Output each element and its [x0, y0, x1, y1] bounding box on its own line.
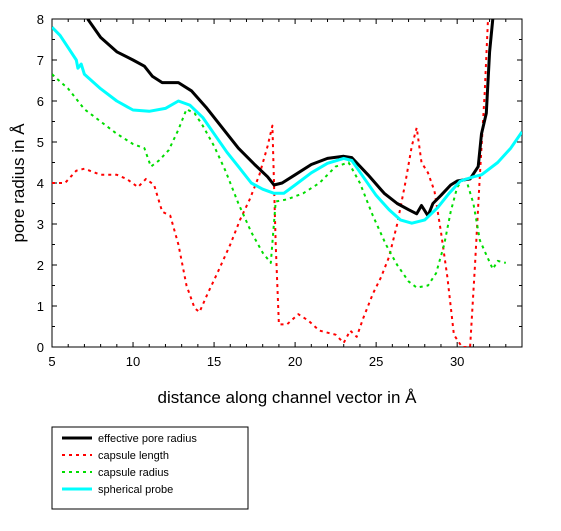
legend-label: effective pore radius	[98, 433, 197, 445]
y-tick-label: 8	[37, 12, 44, 27]
legend-label: capsule radius	[98, 467, 169, 479]
y-tick-label: 3	[37, 217, 44, 232]
y-tick-label: 6	[37, 94, 44, 109]
series-layer	[52, 19, 522, 347]
x-tick-label: 25	[369, 354, 383, 369]
y-tick-label: 0	[37, 340, 44, 355]
x-tick-label: 20	[288, 354, 302, 369]
legend-label: capsule length	[98, 450, 169, 462]
y-tick-label: 4	[37, 176, 44, 191]
y-tick-label: 1	[37, 299, 44, 314]
x-axis-title: distance along channel vector in Å	[158, 388, 418, 407]
legend-label: spherical probe	[98, 484, 173, 496]
axes: 0 1 2 3 4 5 6 7 8 5 10 15 20 25 30	[37, 12, 522, 369]
series-line-spherical-probe	[52, 27, 522, 223]
legend: effective pore radius capsule length capsu…	[52, 427, 248, 509]
x-tick-label: 15	[207, 354, 221, 369]
y-tick-label: 2	[37, 258, 44, 273]
y-tick-label: 5	[37, 135, 44, 150]
series-line-capsule-length	[52, 19, 488, 347]
y-tick-label: 7	[37, 53, 44, 68]
x-tick-label: 10	[126, 354, 140, 369]
y-axis-title: pore radius in Å	[9, 123, 28, 243]
x-tick-label: 30	[450, 354, 464, 369]
x-tick-label: 5	[48, 354, 55, 369]
series-line-capsule-radius	[52, 74, 506, 287]
